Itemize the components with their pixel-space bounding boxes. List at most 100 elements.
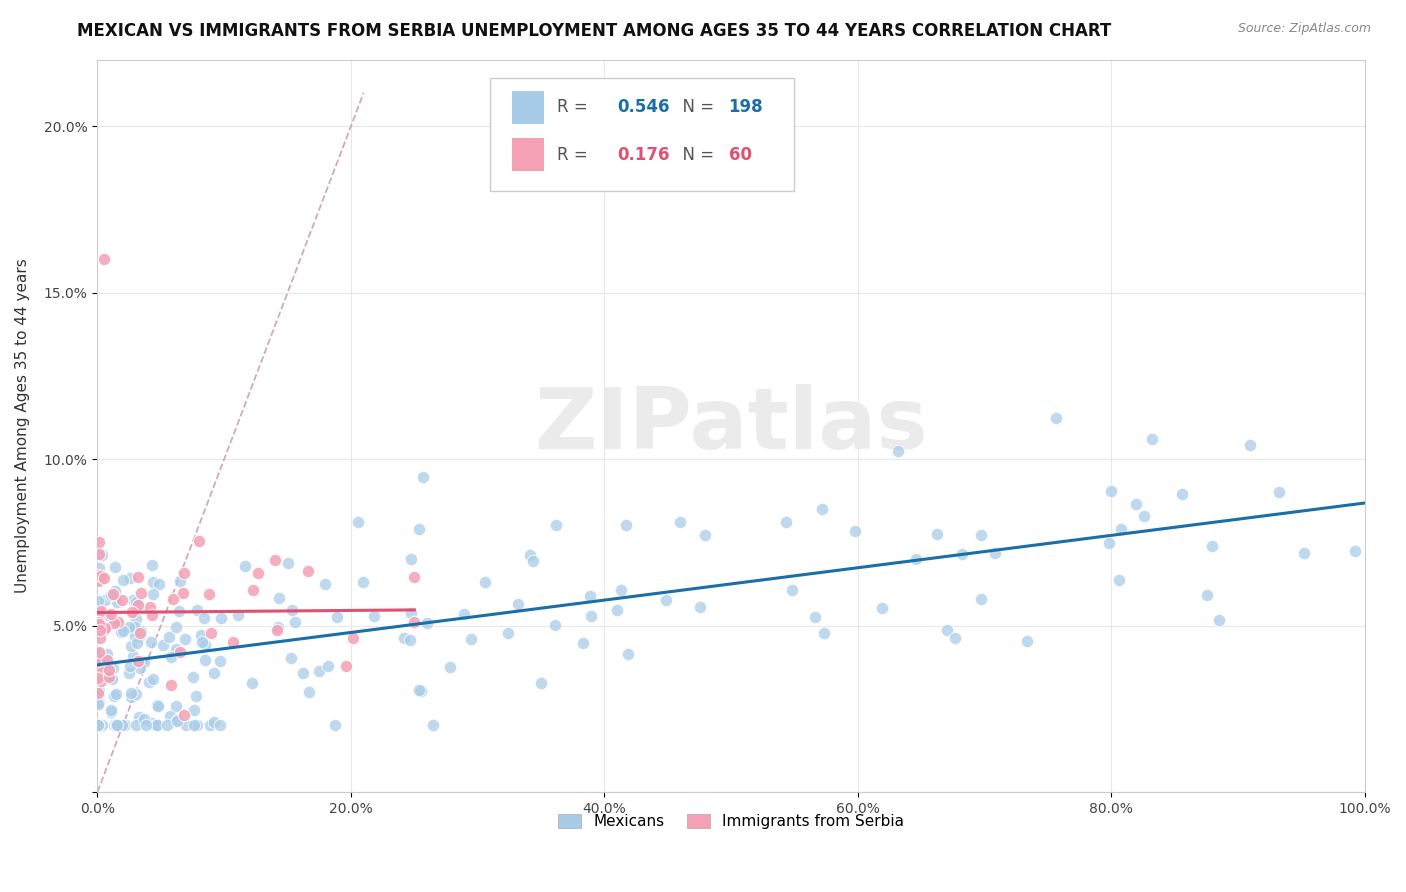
Point — [226, 608, 249, 623]
Point — [160, 678, 183, 692]
Point — [616, 517, 638, 532]
Point — [86, 671, 108, 685]
Point — [264, 553, 287, 567]
Point — [187, 533, 209, 548]
Point — [399, 606, 422, 620]
Point — [617, 647, 640, 661]
Point — [174, 632, 197, 647]
Point — [103, 689, 125, 703]
Point — [408, 522, 430, 536]
Point — [246, 566, 269, 580]
Point — [100, 607, 122, 622]
Point — [194, 638, 217, 652]
Point — [173, 566, 195, 581]
Point — [166, 714, 188, 728]
Point — [100, 703, 122, 717]
Point — [93, 624, 115, 639]
FancyBboxPatch shape — [512, 138, 544, 171]
Point — [544, 617, 567, 632]
Point — [129, 586, 152, 600]
Point — [412, 470, 434, 484]
Point — [222, 635, 245, 649]
Point — [100, 705, 122, 719]
Point — [87, 718, 110, 732]
Point — [124, 629, 146, 643]
Point — [121, 605, 143, 619]
Point — [1195, 588, 1218, 602]
Point — [107, 615, 129, 629]
Point — [114, 718, 136, 732]
Point — [284, 615, 307, 629]
Point — [142, 587, 165, 601]
Text: R =: R = — [558, 98, 593, 116]
Point — [148, 577, 170, 591]
Point — [93, 621, 115, 635]
FancyBboxPatch shape — [491, 78, 794, 192]
Y-axis label: Unemployment Among Ages 35 to 44 years: Unemployment Among Ages 35 to 44 years — [15, 259, 30, 593]
Point — [125, 595, 148, 609]
Point — [165, 698, 187, 713]
Point — [128, 661, 150, 675]
Point — [1268, 484, 1291, 499]
Point — [118, 658, 141, 673]
Point — [90, 673, 112, 688]
Point — [508, 598, 530, 612]
Point — [169, 645, 191, 659]
Point — [439, 660, 461, 674]
Point — [416, 615, 439, 630]
Point — [101, 673, 124, 687]
Point — [159, 709, 181, 723]
Point — [135, 718, 157, 732]
Point — [87, 624, 110, 639]
Point — [93, 621, 115, 635]
Point — [89, 631, 111, 645]
Point — [266, 624, 288, 638]
Point — [87, 615, 110, 630]
Point — [96, 607, 118, 622]
Point — [1170, 487, 1192, 501]
Point — [111, 624, 134, 639]
Point — [169, 574, 191, 588]
Point — [422, 718, 444, 732]
Text: ZIPatlas: ZIPatlas — [534, 384, 928, 467]
Point — [173, 707, 195, 722]
Point — [111, 718, 134, 732]
Point — [267, 620, 290, 634]
Point — [280, 603, 302, 617]
Point — [242, 582, 264, 597]
Point — [93, 593, 115, 607]
Point — [1109, 522, 1132, 536]
Point — [128, 710, 150, 724]
Point — [1101, 483, 1123, 498]
Point — [347, 515, 370, 529]
Point — [104, 718, 127, 732]
Point — [352, 574, 374, 589]
Point — [1045, 411, 1067, 425]
Point — [186, 603, 208, 617]
Point — [905, 551, 928, 566]
Point — [174, 718, 197, 732]
Point — [87, 624, 110, 638]
Point — [101, 661, 124, 675]
Text: N =: N = — [672, 98, 718, 116]
Point — [165, 642, 187, 657]
Point — [780, 583, 803, 598]
Point — [186, 718, 208, 732]
Point — [775, 515, 797, 529]
Point — [87, 574, 110, 589]
Point — [93, 572, 115, 586]
Point — [105, 615, 128, 630]
Point — [103, 616, 125, 631]
Text: 60: 60 — [728, 145, 752, 164]
Point — [86, 657, 108, 672]
Point — [183, 718, 205, 732]
FancyBboxPatch shape — [512, 91, 544, 124]
Point — [172, 586, 194, 600]
Point — [93, 623, 115, 637]
Point — [181, 670, 204, 684]
Point — [89, 605, 111, 619]
Point — [87, 535, 110, 549]
Point — [121, 592, 143, 607]
Point — [104, 583, 127, 598]
Point — [581, 608, 603, 623]
